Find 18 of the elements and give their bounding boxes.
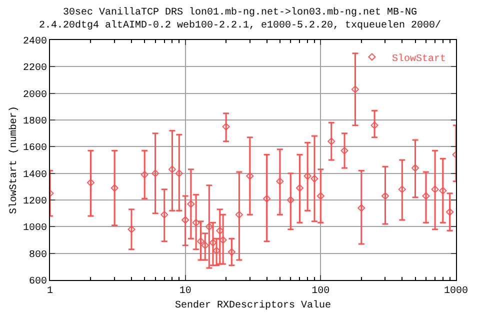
y-tick-label: 1400	[22, 170, 47, 181]
y-tick-label: 2200	[22, 63, 47, 74]
y-tick-label: 800	[28, 250, 47, 261]
y-tick-label: 2400	[22, 36, 47, 48]
x-tick-label: 1	[46, 286, 54, 297]
y-tick-label: 1200	[22, 196, 47, 208]
legend-label: SlowStart	[392, 52, 446, 65]
y-tick-label: 1600	[22, 143, 47, 154]
y-tick-label: 2000	[22, 90, 47, 101]
y-axis-title: SlowStart (number)	[8, 106, 20, 214]
x-tick-label: 10	[179, 286, 192, 297]
y-tick-label: 1000	[22, 223, 47, 234]
chart-title: 30sec VanillaTCP DRS lon01.mb-ng.net->lon03.mb-ng.net MB-NG 2.4.20dtg4 altAIMD-0.2 web100-2.2.1, e1000-5.2.20, txqueuelen 2000/	[38, 6, 442, 32]
y-tick-label: 1800	[22, 116, 47, 128]
x-tick-label: 100	[312, 286, 330, 297]
y-tick-label: 600	[28, 276, 47, 288]
x-axis-title: Sender RXDescriptors Value	[174, 300, 332, 312]
x-tick-label: 1000	[444, 286, 468, 297]
